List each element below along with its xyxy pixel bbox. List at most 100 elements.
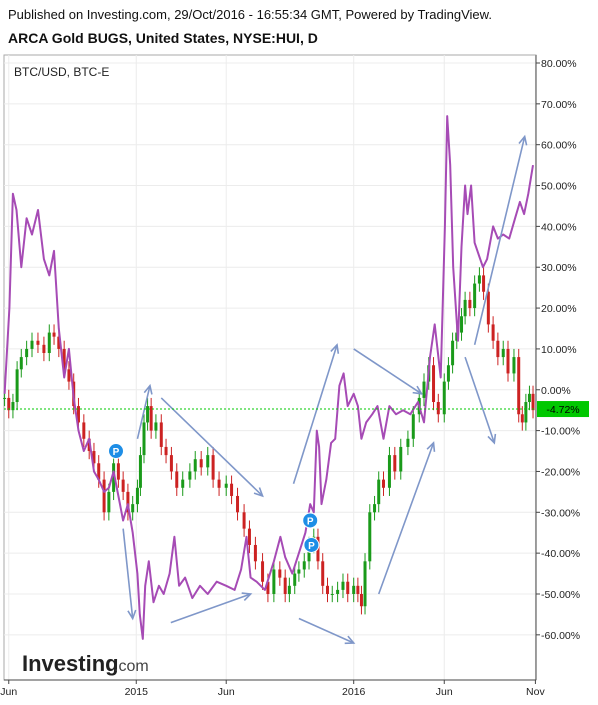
- candle-body: [463, 299, 467, 317]
- candle-body: [356, 585, 360, 594]
- candle-body: [138, 455, 142, 488]
- x-tick-label: 2015: [125, 686, 149, 698]
- candle-body: [482, 275, 486, 292]
- logo-text: Investing: [22, 651, 119, 676]
- candle-body: [373, 504, 377, 513]
- candle-body: [175, 471, 179, 488]
- candle-body: [15, 369, 19, 403]
- y-tick-label: 60.00%: [541, 140, 577, 152]
- y-tick-label: 10.00%: [541, 344, 577, 356]
- candle-body: [473, 283, 477, 309]
- candle-body: [377, 479, 381, 505]
- arrow-head: [518, 134, 528, 146]
- plot-frame: [3, 54, 537, 681]
- arrow-head: [253, 487, 264, 498]
- candle-body: [517, 357, 521, 415]
- candle-body: [272, 569, 276, 594]
- arrow-shaft: [122, 528, 134, 619]
- y-tick-label: -60.00%: [541, 630, 580, 642]
- candle-body: [102, 479, 106, 513]
- y-tick-label: -40.00%: [541, 548, 580, 560]
- candle-body: [107, 491, 111, 513]
- arrow-shaft: [292, 344, 338, 484]
- y-tick-label: 50.00%: [541, 181, 577, 193]
- trend-arrows: [122, 134, 528, 645]
- candle-body: [325, 585, 329, 594]
- candle-body: [121, 479, 125, 492]
- candle-body: [169, 455, 173, 472]
- investing-logo: Investing .com: [22, 651, 149, 676]
- candle-body: [302, 561, 306, 570]
- arrow-head: [143, 383, 153, 395]
- candle-body: [346, 581, 350, 594]
- candle-body: [387, 455, 391, 488]
- x-tick-label: Nov: [526, 686, 545, 698]
- candle-body: [149, 406, 153, 431]
- candle-body: [460, 316, 464, 333]
- candle-body: [92, 451, 96, 464]
- candle-body: [82, 422, 86, 439]
- candle-body: [512, 357, 516, 374]
- arrow-head: [412, 385, 424, 395]
- arrow-shaft: [473, 136, 526, 346]
- candle-body: [47, 332, 51, 353]
- y-tick-label: -30.00%: [541, 507, 580, 519]
- candle-body: [436, 402, 440, 415]
- legend-label: BTC/USD, BTC-E: [14, 65, 109, 79]
- candle-body: [164, 446, 168, 456]
- candle-body: [236, 495, 240, 513]
- candle-body: [278, 569, 282, 578]
- candle-body: [193, 459, 197, 472]
- candle-body: [283, 577, 287, 594]
- p-marker-label: P: [308, 541, 315, 552]
- candle-body: [363, 561, 367, 607]
- candle-body: [477, 275, 481, 284]
- candle-body: [359, 593, 363, 607]
- y-tick-label: 40.00%: [541, 221, 577, 233]
- y-tick-label: 30.00%: [541, 262, 577, 274]
- candle-body: [126, 491, 130, 513]
- candle-body: [468, 299, 472, 309]
- current-value: -4.72%: [4, 401, 589, 418]
- candle-body: [36, 340, 40, 345]
- x-tick-label: 2016: [342, 686, 366, 698]
- candle-body: [146, 406, 150, 423]
- arrow-shaft: [160, 397, 264, 497]
- candle-body: [131, 504, 135, 513]
- candle-body: [406, 438, 410, 447]
- candle-body: [261, 561, 265, 582]
- candle-body: [287, 585, 291, 594]
- candle-body: [154, 422, 158, 431]
- candle-body: [520, 414, 524, 423]
- chart-title: ARCA Gold BUGS, United States, NYSE:HUI,…: [8, 30, 318, 46]
- candle-body: [135, 487, 139, 505]
- candle-body: [199, 459, 203, 468]
- candle-body: [159, 422, 163, 447]
- candle-body: [266, 581, 270, 594]
- arrow-shaft: [377, 442, 435, 595]
- candle-body: [293, 573, 297, 586]
- current-value-badge: [537, 401, 589, 418]
- candle-body: [321, 561, 325, 586]
- candle-body: [11, 402, 15, 411]
- y-tick-label: -20.00%: [541, 466, 580, 478]
- candle-body: [411, 414, 415, 439]
- candle-body: [62, 348, 66, 370]
- arrow-head: [487, 433, 497, 445]
- candle-body: [247, 528, 251, 545]
- candle-body: [446, 365, 450, 382]
- candle-body: [368, 512, 372, 562]
- candle-body: [506, 348, 510, 374]
- logo-suffix: .com: [114, 658, 149, 675]
- candle-body: [297, 569, 301, 574]
- arrow-shaft: [298, 617, 355, 644]
- candle-body: [451, 340, 455, 366]
- candle-body: [496, 340, 500, 358]
- candle-body: [230, 483, 234, 496]
- candle-body: [52, 332, 56, 337]
- candle-body: [242, 512, 246, 529]
- grid: [4, 55, 536, 680]
- y-axis: 80.00% 70.00% 60.00% 50.00% 40.00% 30.00% 20.0…: [536, 58, 580, 642]
- y-tick-label: -10.00%: [541, 426, 580, 438]
- candle-body: [112, 463, 116, 492]
